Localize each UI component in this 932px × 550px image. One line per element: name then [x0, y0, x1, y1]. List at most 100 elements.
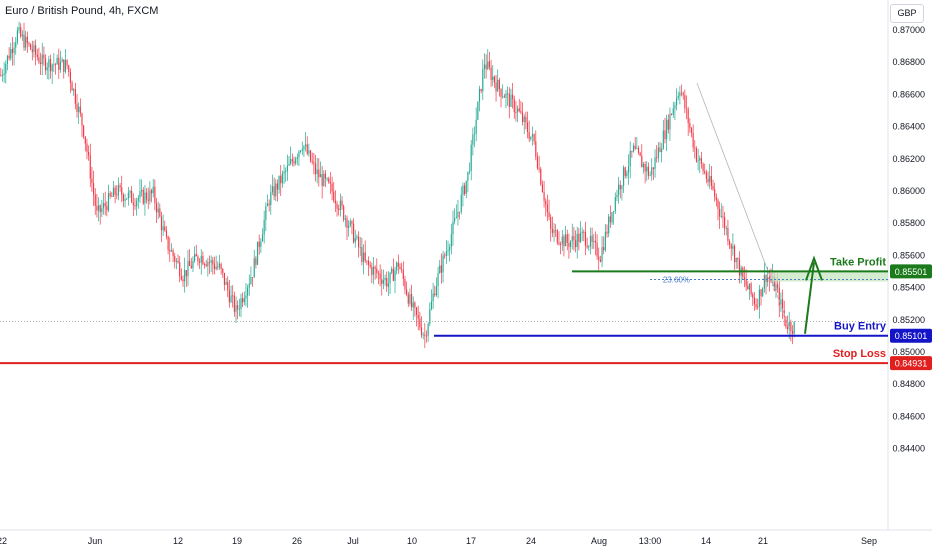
candle-body	[646, 166, 648, 172]
candle-body	[439, 265, 441, 274]
candle-body	[414, 302, 416, 308]
candle-body	[215, 266, 217, 269]
candle-body	[329, 182, 332, 184]
candle-body	[132, 202, 134, 206]
candle-body	[187, 260, 189, 277]
candle-body	[695, 148, 698, 162]
candle-body	[127, 192, 129, 199]
candle-body	[634, 145, 636, 149]
candle-body	[49, 59, 52, 72]
candle-body	[349, 221, 351, 226]
candle-body	[694, 147, 696, 149]
candle-body	[662, 130, 664, 149]
candle-body	[724, 216, 726, 229]
candle-body	[333, 191, 335, 201]
candle-body	[97, 205, 100, 211]
level-name-label: Buy Entry	[834, 321, 887, 333]
candle-body	[43, 54, 45, 59]
candle-body	[720, 215, 722, 217]
candle-body	[387, 283, 389, 287]
candle-body	[457, 211, 459, 218]
candle-body	[141, 189, 143, 192]
y-tick-label: 0.86800	[892, 57, 925, 67]
candle-body	[690, 128, 693, 133]
candle-body	[303, 146, 305, 150]
candle-body	[281, 173, 283, 184]
candle-body	[359, 247, 361, 248]
candle-body	[627, 166, 630, 173]
candle-body	[513, 98, 515, 113]
level-price-value: 0.85501	[895, 267, 928, 277]
candle-body	[468, 170, 471, 172]
candle-body	[361, 247, 363, 262]
candle-body	[116, 194, 118, 196]
candle-body	[291, 159, 293, 162]
candle-body	[354, 238, 356, 243]
candle-body	[745, 279, 747, 286]
candle-body	[99, 205, 101, 213]
candle-body	[44, 58, 47, 71]
candle-body	[667, 119, 669, 130]
candle-body	[344, 218, 346, 220]
candle-body	[155, 202, 158, 213]
candle-body	[59, 61, 62, 70]
candle-body	[73, 89, 75, 91]
candle-body	[235, 305, 237, 312]
x-tick-label: 10	[407, 536, 417, 546]
candle-body	[117, 185, 120, 196]
candle-body	[28, 43, 30, 45]
candle-body	[64, 59, 67, 72]
candle-body	[68, 65, 70, 73]
candle-body	[389, 272, 391, 284]
candle-body	[515, 112, 517, 114]
candle-body	[278, 175, 280, 190]
candle-body	[1, 75, 4, 76]
level-price-value: 0.84931	[895, 359, 928, 369]
candle-body	[777, 284, 779, 288]
candle-body	[170, 250, 173, 252]
candle-body	[31, 49, 33, 53]
candle-body	[200, 255, 202, 263]
candle-body	[266, 203, 269, 207]
candle-body	[593, 240, 595, 242]
candle-body	[581, 231, 583, 233]
candle-body	[430, 301, 433, 310]
candle-body	[467, 171, 469, 181]
candle-body	[480, 88, 482, 92]
candle-body	[21, 34, 23, 37]
candle-body	[323, 173, 325, 186]
candle-body	[578, 233, 580, 243]
candle-body	[588, 246, 590, 248]
candle-body	[679, 92, 681, 96]
candle-body	[48, 59, 50, 68]
x-tick-label: 14	[701, 536, 711, 546]
candle-body	[762, 288, 764, 297]
candle-body	[195, 253, 197, 257]
candle-body	[758, 289, 760, 307]
x-tick-label: 12	[173, 536, 183, 546]
candle-body	[657, 147, 659, 158]
candle-body	[290, 159, 292, 164]
candle-body	[172, 250, 174, 256]
candle-body	[372, 266, 375, 275]
candle-body	[533, 134, 535, 142]
candle-body	[298, 151, 300, 158]
candle-body	[412, 302, 414, 308]
candle-body	[545, 200, 547, 205]
y-tick-label: 0.87000	[892, 25, 925, 35]
candle-body	[35, 45, 37, 55]
candle-body	[671, 114, 673, 115]
candle-body	[202, 255, 204, 265]
fib-label: 23.60%	[663, 276, 690, 285]
candle-body	[712, 186, 714, 190]
candle-body	[175, 260, 177, 262]
candle-body	[114, 187, 116, 195]
candle-body	[106, 205, 108, 211]
candle-body	[296, 157, 298, 159]
candle-body	[510, 94, 512, 107]
candle-body	[331, 183, 333, 192]
currency-selector[interactable]: GBP	[890, 4, 924, 23]
candle-body	[232, 295, 234, 297]
candle-body	[286, 165, 288, 172]
